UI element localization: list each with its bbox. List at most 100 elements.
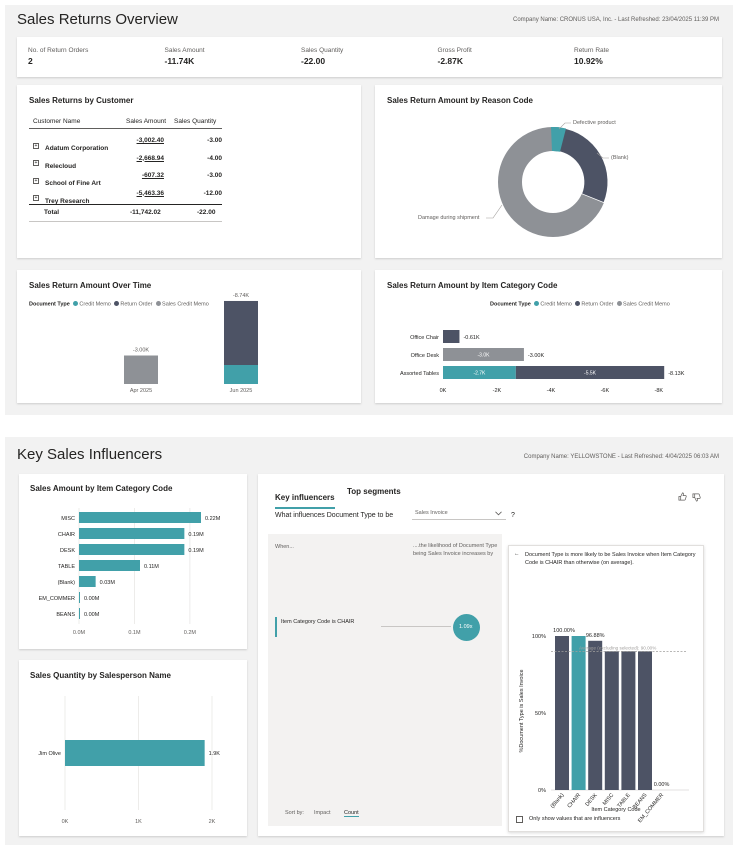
impact-value: 1.09x (459, 624, 473, 630)
impact-bubble[interactable] (453, 614, 480, 641)
y-category-label: (Blank) (58, 580, 76, 586)
segment-label: -2.7K (473, 371, 486, 377)
total-label: -3.00K (528, 353, 545, 359)
expand-icon[interactable]: + (33, 142, 39, 149)
table-bottom-line (29, 221, 222, 222)
return-over-time-card: Sales Return Amount Over Time Document T… (17, 270, 361, 403)
legend-credit-memo[interactable]: Credit Memo (79, 301, 111, 308)
table-row[interactable]: + Relecloud -2,668.94 -4.00 (33, 154, 222, 170)
bar-beans[interactable] (79, 608, 80, 619)
legend-sales-credit-memo[interactable]: Sales Credit Memo (623, 301, 670, 308)
customer-amount: -3,002.40 (136, 137, 164, 144)
column-header-customer[interactable]: Customer Name (33, 118, 81, 125)
label-damage: Damage during shipment (418, 215, 480, 221)
bar-misc[interactable] (79, 512, 201, 523)
tab-key-influencers[interactable]: Key influencers (275, 487, 335, 509)
x-axis-title: Item Category Code (591, 807, 640, 813)
refresh-meta: Company Name: CRONUS USA, Inc. - Last Re… (513, 17, 719, 23)
x-tick-label: 2K (209, 819, 216, 825)
sort-count-button[interactable]: Count (344, 810, 359, 817)
selected-indicator (275, 617, 277, 637)
sales-returns-overview-panel: Sales Returns Overview Company Name: CRO… (5, 5, 733, 415)
x-tick-label: DESK (585, 792, 599, 808)
bar-segment[interactable] (443, 330, 460, 343)
tab-top-segments[interactable]: Top segments (347, 487, 401, 496)
legend-dot-return-order (575, 301, 581, 306)
column-beans[interactable] (638, 651, 652, 790)
factor-label: Item Category Code is CHAIR (281, 619, 355, 625)
card-title: Sales Amount by Item Category Code (30, 484, 173, 493)
legend-return-order[interactable]: Return Order (581, 301, 614, 308)
column-blank[interactable] (555, 636, 569, 790)
amount-by-category-chart: 0.0M 0.1M 0.2M MISC 0.22M CHAIR 0.19M DESK 0.19M… (39, 508, 221, 636)
kpi-label: Gross Profit (437, 47, 472, 54)
bar-table[interactable] (79, 560, 140, 571)
qty-by-salesperson-card: Sales Quantity by Salesperson Name 0K 1K 2… (19, 660, 247, 836)
y-category-label: DESK (60, 548, 75, 554)
table-row[interactable]: + Trey Research -5,463.36 -12.00 (33, 189, 222, 205)
x-tick-label: 0K (62, 819, 69, 825)
y-category-label: EM_COMMER (39, 596, 75, 602)
y-category-label: CHAIR (58, 532, 75, 538)
customer-qty: -12.00 (203, 189, 222, 197)
kpi-label: No. of Return Orders (28, 47, 89, 54)
column-table[interactable] (621, 651, 636, 790)
column-chair[interactable] (571, 636, 586, 790)
legend-sales-credit-memo[interactable]: Sales Credit Memo (162, 301, 209, 308)
bar-segment[interactable] (443, 366, 516, 379)
influencer-row-chair[interactable]: Item Category Code is CHAIR 1.09x (275, 614, 497, 641)
thumbs-up-icon[interactable] (678, 488, 687, 506)
legend-dot-sales-credit-memo (156, 301, 162, 306)
legend-credit-memo[interactable]: Credit Memo (540, 301, 572, 308)
y-tick-label: 100% (532, 634, 546, 640)
document-type-select[interactable]: Sales Invoice (412, 507, 506, 520)
x-tick-label: MISC (602, 792, 615, 806)
bar-segment[interactable] (443, 348, 524, 361)
bar-chair[interactable] (79, 528, 185, 539)
table-row[interactable]: + School of Fine Art -607.32 -3.00 (33, 172, 222, 187)
detail-column-chart: 0% 50% 100% %Document Type is Sales Invoice… (519, 628, 689, 824)
legend-title: Document Type (29, 301, 70, 308)
sort-impact-button[interactable]: Impact (314, 810, 331, 816)
expand-icon[interactable]: + (33, 160, 39, 167)
column-misc[interactable] (604, 651, 619, 790)
legend-dot-return-order (114, 301, 120, 306)
y-category-label: TABLE (58, 564, 75, 570)
bar-em_commer[interactable] (79, 592, 80, 603)
bar-desk[interactable] (79, 544, 185, 555)
data-label: -8.74K (233, 293, 250, 299)
expand-icon[interactable]: + (33, 177, 39, 184)
donut-segment-blank[interactable] (557, 127, 609, 204)
donut-segment-defective-b[interactable] (551, 126, 566, 152)
column-header-amount[interactable]: Sales Amount (126, 118, 167, 125)
customer-qty: -4.00 (207, 154, 222, 162)
bar-jun-2025-credit-memo[interactable] (224, 365, 258, 384)
table-row[interactable]: + Adatum Corporation -3,002.40 -3.00 (33, 137, 222, 152)
legend-dot-credit-memo (534, 301, 540, 306)
bar-apr-2025-sales-credit-memo[interactable] (124, 355, 158, 385)
legend-title: Document Type (490, 301, 531, 308)
y-category-label: Office Chair (410, 335, 439, 341)
back-arrow-icon[interactable]: ← (514, 551, 520, 557)
influence-question: What influences Document Type to be (275, 512, 394, 519)
average-label: Average (excluding selected): 90.00% (579, 645, 656, 650)
data-label: 0.22M (205, 516, 221, 522)
column-desk[interactable] (588, 640, 603, 790)
total-amount: -11,742.02 (130, 209, 161, 216)
thumbs-down-icon[interactable] (692, 489, 701, 507)
influencers-only-checkbox[interactable] (516, 816, 523, 823)
bar-blank[interactable] (79, 576, 96, 587)
legend: Document Type Credit Memo Return Order S… (490, 301, 670, 307)
card-title: Sales Quantity by Salesperson Name (30, 671, 171, 680)
column-header-qty[interactable]: Sales Quantity (174, 118, 217, 125)
label-blank: (Blank) (611, 155, 629, 161)
expand-icon[interactable]: + (33, 195, 39, 202)
customer-amount: -5,463.36 (136, 189, 164, 197)
bar-jun-2025-return-order[interactable] (224, 300, 258, 365)
reason-donut-chart (486, 122, 609, 237)
bar-segment[interactable] (515, 366, 665, 379)
bar-jim-olive[interactable] (65, 740, 205, 766)
header-divider (29, 128, 222, 129)
y-axis-title: %Document Type is Sales Invoice (519, 669, 525, 752)
legend-return-order[interactable]: Return Order (120, 301, 153, 308)
